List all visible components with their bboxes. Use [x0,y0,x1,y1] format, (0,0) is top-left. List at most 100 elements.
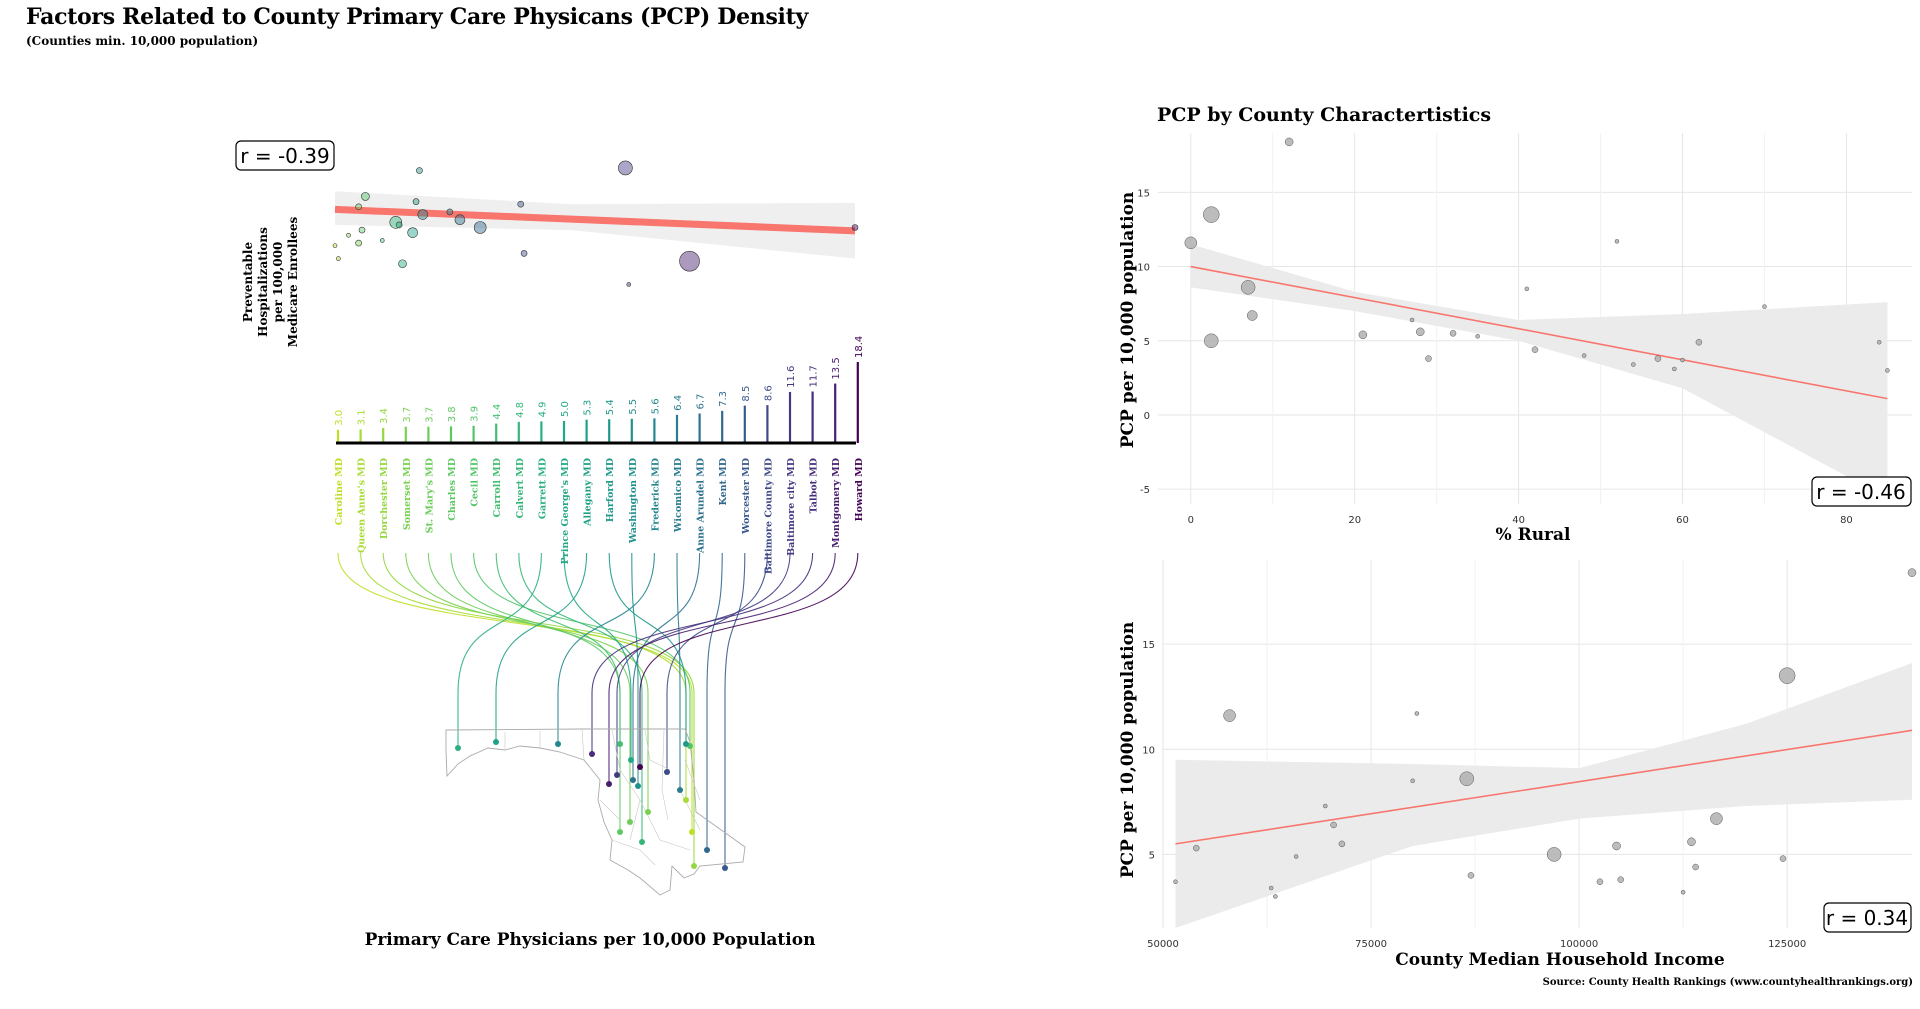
rural-r-label: r = -0.46 [1816,480,1905,504]
county-label: Carroll MD [492,458,503,517]
hospitalization-point [473,221,487,234]
county-label: St. Mary's MD [424,458,435,533]
hospitalization-point [379,238,385,243]
county-connector [557,552,655,744]
scatter-point [1293,854,1299,859]
scatter-point [1459,771,1475,786]
county-map-point [683,741,689,747]
rural-r-box [1811,476,1912,507]
rural-x-label: % Rural [1496,525,1572,545]
county-label: Baltimore County MD [763,458,774,574]
county-map-point [628,757,634,763]
county-label: Queen Anne's MD [357,458,368,553]
county-label: Prince George's MD [560,458,571,564]
x-tick-label: 50000 [1147,939,1179,950]
scatter-point [1524,286,1530,292]
county-map-point [493,739,499,745]
county-map-point [664,769,670,775]
hospitalization-r-label: r = -0.39 [240,144,329,168]
pcp-value-label: 5.5 [628,399,639,415]
pcp-value-label: 8.6 [763,385,774,401]
hospitalization-ylabel-line: Hospitalizations [256,227,270,337]
county-label: Wicomico MD [673,458,684,533]
county-label: Howard MD [854,458,865,521]
hospitalization-point [355,239,362,247]
county-map-point [704,847,710,853]
scatter-point [1247,310,1258,321]
pcp-value-label: 4.4 [492,404,503,420]
county-map-point [645,809,651,815]
hospitalization-ylabel-line: Medicare Enrollees [286,217,300,348]
bar-x-label: Primary Care Physicians per 10,000 Popul… [365,930,816,950]
county-label: Talbot MD [809,458,820,513]
income-confidence-band [1175,663,1912,928]
county-connector [427,552,631,822]
scatter-point [1223,709,1236,722]
pcp-value-label: 4.9 [537,402,548,418]
income-fit-line [1175,729,1913,845]
scatter-point [1546,847,1562,862]
y-tick-label: 15 [1142,640,1155,651]
county-connector [382,552,695,866]
pcp-value-label: 3.1 [357,409,368,425]
county-map-point [635,783,641,789]
pcp-value-label: 3.4 [379,408,390,424]
scatter-point [1416,327,1425,337]
x-tick-label: 20 [1348,515,1361,526]
maryland-outline [445,728,746,896]
scatter-point [1173,879,1178,884]
scatter-point [1687,837,1696,847]
y-tick-label: 15 [1137,188,1150,199]
pcp-value-label: 11.7 [809,365,820,387]
county-label: Allegany MD [583,458,594,527]
county-map-point [614,772,620,778]
y-tick-label: 10 [1137,263,1150,274]
scatter-point [1695,338,1703,346]
county-label: Caroline MD [334,458,345,525]
county-map-point [677,787,683,793]
county-label: Washington MD [628,458,639,544]
income-r-label: r = 0.34 [1826,906,1908,930]
income-chart: 50000 75000 100000 125000 5 10 15 County Medi… [1118,560,1917,970]
pcp-value-label: 6.4 [673,395,684,411]
county-connector [724,552,746,868]
y-tick-label: 0 [1144,411,1150,422]
county-map-point [455,745,461,751]
hospitalization-fit-line [334,205,856,235]
county-map-point [589,751,595,757]
scatter-point [1338,840,1346,848]
scatter-point [1876,339,1882,345]
county-map-point [617,829,623,835]
rural-confidence-band [1190,244,1888,499]
scatter-point [1907,568,1917,577]
pcp-value-label: 11.6 [786,366,797,388]
x-tick-label: 40 [1512,515,1525,526]
pcp-value-label: 7.3 [718,391,729,407]
pcp-value-label: 4.8 [515,402,526,418]
scatter-point [1885,368,1890,373]
scatter-point [1654,355,1662,362]
county-label: Worcester MD [741,458,752,535]
source-note: Source: County Health Rankings (www.coun… [1543,977,1913,988]
county-connector [616,552,791,775]
scatter-point [1631,362,1636,367]
scatter-point [1692,863,1699,871]
scatter-point [1204,333,1219,349]
hospitalization-point [517,200,525,208]
pcp-value-label: 3.9 [470,406,481,422]
county-connector [337,552,693,832]
hospitalization-point [626,282,632,287]
county-map-point [722,865,728,871]
pcp-value-label: 5.4 [605,399,616,415]
county-connector [563,552,632,760]
hospitalization-point [446,208,454,216]
scatter-point [1680,890,1686,895]
pcp-value-label: 3.0 [334,410,345,426]
maryland-map [445,728,746,896]
hospitalization-point [361,192,370,201]
scatter-point [1409,317,1415,323]
hospitalization-point [618,160,633,176]
scatter-point [1273,894,1278,899]
pcp-value-label: 13.5 [831,357,842,379]
pcp-value-label: 3.7 [402,407,413,423]
